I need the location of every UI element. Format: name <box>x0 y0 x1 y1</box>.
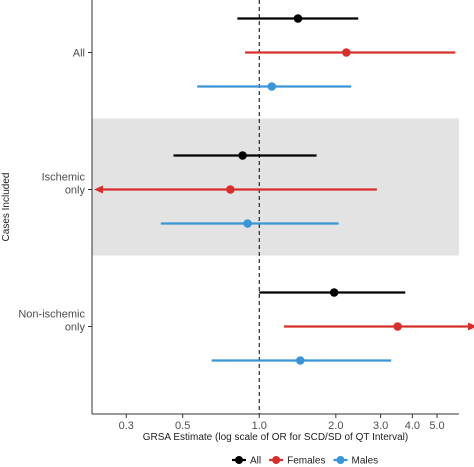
y-category-label: only <box>65 185 86 197</box>
y-category-label: only <box>65 322 86 334</box>
row-non-ischemic-only-females-point <box>393 322 402 331</box>
y-category-label: Non-ischemic <box>18 309 85 321</box>
x-tick-label: 0.3 <box>119 420 134 432</box>
row-all-females-point <box>342 48 351 57</box>
legend-swatch-point <box>336 456 345 464</box>
legend-label: Females <box>287 456 325 467</box>
x-tick-label: 3.0 <box>373 420 388 432</box>
x-tick-label: 4.0 <box>405 420 420 432</box>
x-tick-label: 5.0 <box>429 420 444 432</box>
x-axis-ticks: 0.3 0.5 1.0 2.0 3.0 4.0 5.0 <box>119 414 445 432</box>
row-non-ischemic-only-males-point <box>295 356 305 365</box>
x-tick-label: 0.5 <box>175 420 190 432</box>
legend: All Females Males <box>232 456 378 467</box>
row-ischemic-only-females-lower-arrow <box>94 185 103 194</box>
row-ischemic-only-females-point <box>226 185 235 194</box>
y-category-label: All <box>73 48 85 60</box>
x-axis-title: GRSA Estimate (log scale of OR for SCD/S… <box>143 432 408 443</box>
y-category-label: Ischemic <box>42 172 86 184</box>
x-tick-label: 1.0 <box>252 420 267 432</box>
y-axis-title: Cases Included <box>1 173 12 242</box>
interval-marks <box>94 14 474 365</box>
legend-swatch-point <box>272 456 281 464</box>
row-ischemic-only-males-point <box>243 219 252 228</box>
row-all-males-point <box>267 82 277 91</box>
row-non-ischemic-only-females-upper-arrow <box>468 322 474 331</box>
x-tick-label: 2.0 <box>328 420 343 432</box>
legend-swatch-point <box>235 456 243 464</box>
legend-label: All <box>250 456 261 467</box>
row-all-all-point <box>293 14 303 23</box>
row-ischemic-only-all-point <box>238 151 247 160</box>
group-bands <box>92 118 459 256</box>
row-non-ischemic-only-all-point <box>329 288 339 297</box>
legend-label: Males <box>351 456 378 467</box>
shaded-band <box>92 118 459 256</box>
